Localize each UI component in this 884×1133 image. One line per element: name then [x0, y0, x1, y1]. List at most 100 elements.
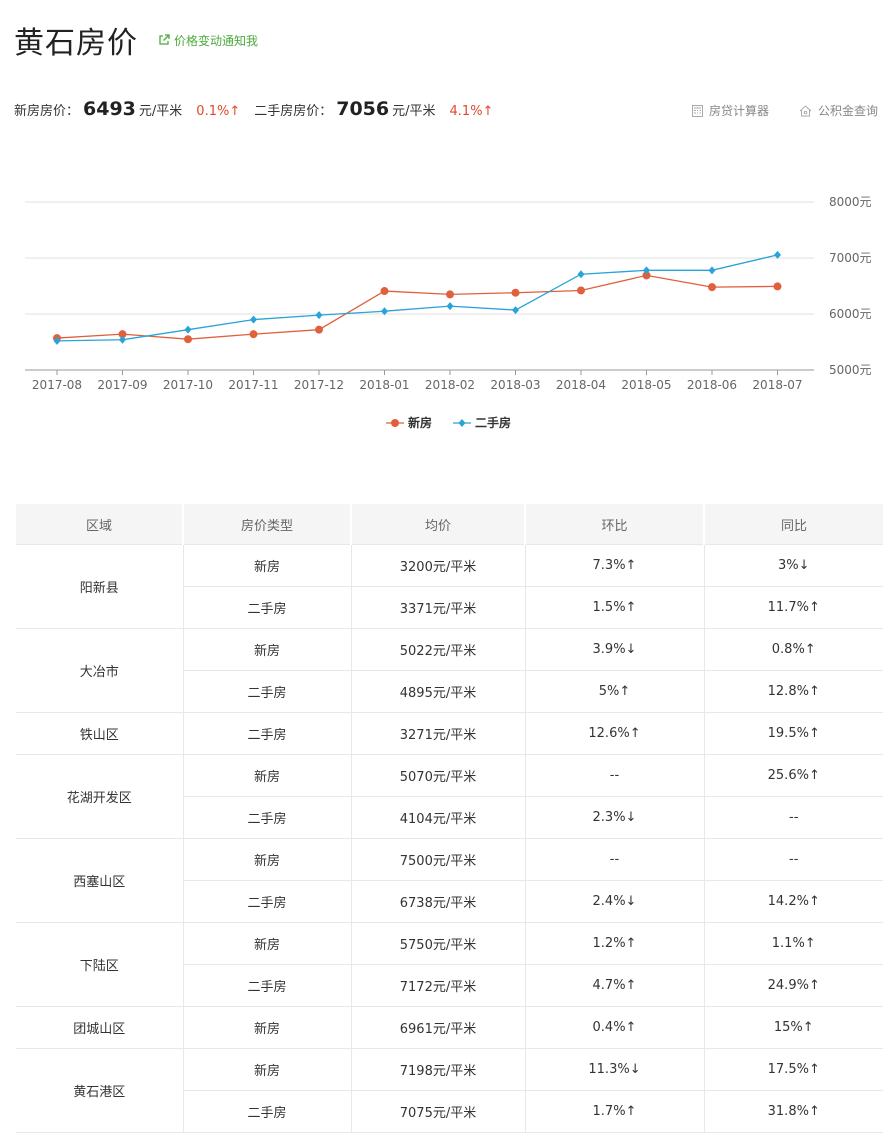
house-type-cell: 二手房 [182, 1090, 351, 1133]
region-name-cell: 阳新县 [16, 544, 183, 629]
x-tick-label: 2018-06 [687, 378, 737, 392]
second-hand-point [315, 311, 323, 320]
house-type-cell: 新房 [182, 628, 351, 671]
price-trend-chart: 5000元 6000元 7000元 8000元 2017-08 2017-09 2017-1… [25, 195, 872, 430]
avg-price-cell: 6738元/平米 [350, 880, 525, 923]
new-price-change: 0.1%↑ [196, 104, 241, 119]
x-tick-label: 2017-12 [294, 378, 344, 392]
table-row: 二手房 7172元/平米 4.7%↑ 24.9%↑ [16, 964, 883, 1007]
house-type-cell: 二手房 [182, 796, 351, 839]
yoy-change-cell: 12.8%↑ [703, 670, 883, 713]
second-hand-point [250, 315, 257, 324]
yoy-change-cell: 14.2%↑ [703, 880, 883, 923]
mom-change-cell: 2.4%↓ [524, 880, 704, 923]
avg-price-cell: 4895元/平米 [350, 670, 525, 713]
region-name-cell: 铁山区 [16, 712, 183, 755]
yoy-change-cell: 11.7%↑ [703, 586, 883, 629]
loan-calculator-label: 房贷计算器 [708, 104, 769, 118]
table-row: 二手房 4104元/平米 2.3%↓ -- [16, 796, 883, 839]
new-house-point [446, 290, 454, 299]
new-house-point [184, 335, 192, 344]
second-hand-point [381, 307, 388, 316]
new-house-point [380, 287, 389, 296]
mom-change-cell: 7.3%↑ [524, 544, 704, 587]
mom-change-cell: 3.9%↓ [524, 628, 704, 671]
table-row: 阳新县 新房 3200元/平米 7.3%↑ 3%↓ [16, 544, 883, 629]
legend-new-marker [391, 419, 399, 427]
second-hand-point [643, 266, 650, 275]
yoy-change-cell: 3%↓ [703, 544, 883, 587]
col-header-price: 均价 [350, 504, 525, 545]
house-type-cell: 新房 [182, 754, 351, 797]
external-link-icon [159, 34, 170, 45]
avg-price-cell: 7198元/平米 [350, 1048, 525, 1091]
region-name-cell: 西塞山区 [16, 838, 183, 923]
price-notify-label: 价格变动通知我 [174, 33, 259, 48]
mom-change-cell: 1.5%↑ [524, 586, 704, 629]
house-type-cell: 二手房 [182, 670, 351, 713]
title-row: 黄石房价 价格变动通知我 [14, 18, 258, 62]
mom-change-cell: -- [524, 754, 704, 797]
x-tick-label: 2018-07 [752, 378, 802, 392]
second-hand-point [708, 266, 716, 275]
x-tick-label: 2017-08 [32, 378, 82, 392]
mom-change-cell: 0.4%↑ [524, 1006, 704, 1049]
new-house-point [577, 286, 585, 295]
y-tick-label: 7000元 [829, 251, 872, 265]
second-hand-point [577, 270, 585, 279]
table-header-row: 区域 房价类型 均价 环比 同比 [16, 504, 883, 545]
mom-change-cell: 12.6%↑ [524, 712, 704, 755]
mom-change-cell: 5%↑ [524, 670, 704, 713]
mom-change-cell: 4.7%↑ [524, 964, 704, 1007]
fund-query-link[interactable]: 公积金查询 [799, 102, 878, 119]
yoy-change-cell: 24.9%↑ [703, 964, 883, 1007]
second-hand-series-line [56, 254, 778, 342]
new-house-series-line [56, 274, 778, 340]
avg-price-cell: 3271元/平米 [350, 712, 525, 755]
mom-change-cell: 1.7%↑ [524, 1090, 704, 1133]
yoy-change-cell: -- [703, 796, 883, 839]
x-tick-label: 2017-09 [97, 378, 147, 392]
table-row: 西塞山区 新房 7500元/平米 -- -- [16, 838, 883, 923]
avg-price-cell: 3200元/平米 [350, 544, 525, 587]
new-house-point [511, 288, 520, 297]
mom-change-cell: -- [524, 838, 704, 881]
yoy-change-cell: 1.1%↑ [703, 922, 883, 965]
house-type-cell: 新房 [182, 544, 351, 587]
y-tick-label: 8000元 [829, 195, 872, 209]
price-notify-link[interactable]: 价格变动通知我 [158, 32, 258, 49]
yoy-change-cell: 31.8%↑ [703, 1090, 883, 1133]
house-price-page: 黄石房价 价格变动通知我 新房房价： 6493 元/平米 0.1%↑ 二手房房价… [14, 18, 883, 1133]
x-tick-label: 2018-03 [490, 378, 540, 392]
second-price-change: 4.1%↑ [449, 104, 494, 119]
yoy-change-cell: 25.6%↑ [703, 754, 883, 797]
new-price-unit: 元/平米 [138, 104, 183, 119]
house-type-cell: 新房 [182, 922, 351, 965]
avg-price-cell: 4104元/平米 [350, 796, 525, 839]
page-title: 黄石房价 [14, 26, 138, 61]
mom-change-cell: 11.3%↓ [524, 1048, 704, 1091]
table-row: 二手房 3371元/平米 1.5%↑ 11.7%↑ [16, 586, 883, 629]
legend-second-label: 二手房 [475, 415, 511, 430]
col-header-type: 房价类型 [182, 504, 351, 545]
region-name-cell: 黄石港区 [16, 1048, 183, 1133]
table-row: 大冶市 新房 5022元/平米 3.9%↓ 0.8%↑ [16, 628, 883, 713]
house-type-cell: 二手房 [182, 964, 351, 1007]
new-price-label: 新房房价： [14, 104, 80, 119]
second-hand-point [53, 336, 61, 345]
price-summary: 新房房价： 6493 元/平米 0.1%↑ 二手房房价： 7056 元/平米 4… [14, 98, 507, 120]
mom-change-cell: 1.2%↑ [524, 922, 704, 965]
loan-calculator-link[interactable]: 房贷计算器 [691, 102, 769, 119]
tool-links: 房贷计算器 公积金查询 [662, 102, 878, 119]
region-name-cell: 大冶市 [16, 628, 183, 713]
region-price-table: 区域 房价类型 均价 环比 同比 阳新县 新房 3200元/平米 7.3%↑ 3%↓ 二手… [16, 504, 883, 1133]
second-hand-point [512, 306, 519, 315]
new-house-point [708, 283, 716, 292]
table-row: 下陆区 新房 5750元/平米 1.2%↑ 1.1%↑ [16, 922, 883, 1007]
yoy-change-cell: 0.8%↑ [703, 628, 883, 671]
house-type-cell: 二手房 [182, 712, 351, 755]
yoy-change-cell: 15%↑ [703, 1006, 883, 1049]
x-tick-label: 2018-04 [556, 378, 606, 392]
y-tick-label: 5000元 [829, 363, 872, 377]
home-icon [799, 104, 812, 116]
